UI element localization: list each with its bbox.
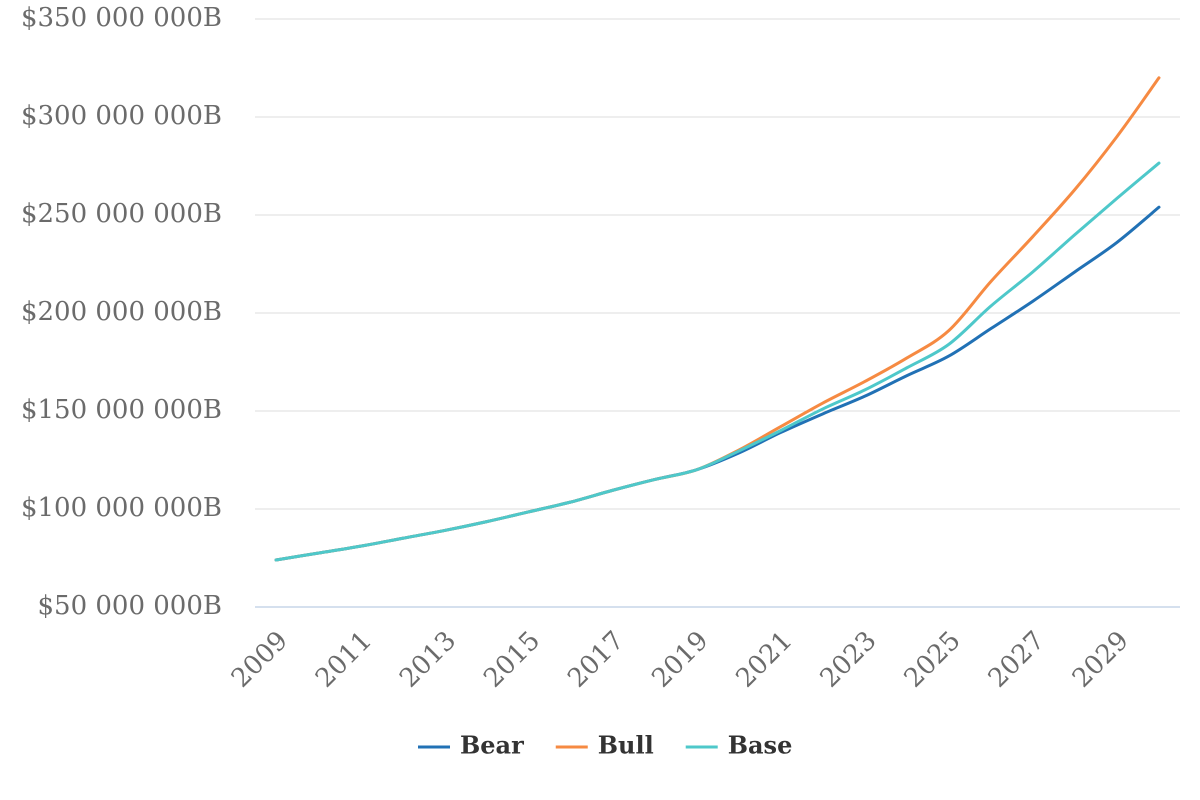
y-tick-label: $350 000 000B [21,3,222,33]
x-tick-label: 2021 [730,626,798,694]
legend-label: Bull [598,731,654,760]
series-line [274,205,1161,562]
x-tick-label: 2027 [983,626,1051,694]
y-tick-label: $250 000 000B [21,199,222,229]
series-line [274,161,1161,562]
legend-label: Bear [460,731,524,760]
x-tick-label: 2015 [478,626,546,694]
series-line [274,76,1161,562]
y-tick-label: $50 000 000B [37,591,222,621]
legend: Bear Bull Base [418,731,792,760]
y-tick-label: $300 000 000B [21,101,222,131]
y-tick-label: $150 000 000B [21,395,222,425]
x-tick-label: 2029 [1067,626,1135,694]
x-tick-label: 2023 [815,626,883,694]
x-tick-label: 2013 [394,626,462,694]
y-tick-label: $200 000 000B [21,297,222,327]
x-tick-label: 2009 [226,626,294,694]
y-tick-label: $100 000 000B [21,493,222,523]
x-tick-label: 2017 [562,626,630,694]
x-tick-label: 2019 [646,626,714,694]
legend-label: Base [728,731,793,760]
x-tick-label: 2011 [310,626,378,694]
x-tick-label: 2025 [899,626,967,694]
